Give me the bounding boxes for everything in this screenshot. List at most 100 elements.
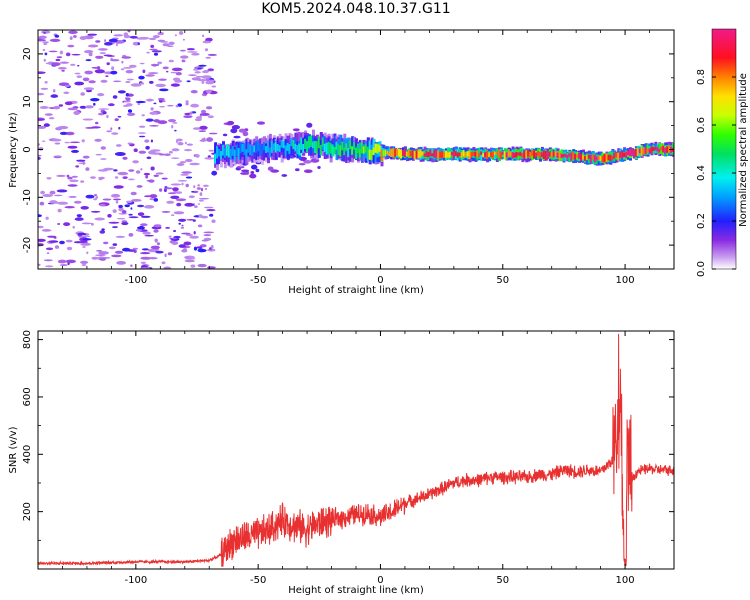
signal-cell: [231, 146, 235, 156]
noise-blob: [110, 193, 121, 198]
signal-cell: [349, 140, 353, 150]
noise-blob: [63, 91, 70, 95]
signal-cell: [331, 144, 335, 157]
noise-blob: [130, 264, 133, 267]
signal-cell: [308, 136, 312, 149]
noise-blob: [197, 184, 201, 187]
noise-blob: [77, 64, 80, 67]
noise-blob: [184, 112, 191, 116]
signal-cell: [607, 154, 611, 160]
noise-blob: [181, 182, 184, 186]
noise-blob: [148, 179, 155, 183]
noise-blob: [171, 148, 180, 152]
signal-cell: [539, 151, 542, 159]
noise-blob: [178, 222, 181, 225]
noise-blob: [39, 201, 45, 206]
signal-cell: [619, 151, 623, 159]
noise-blob: [48, 240, 59, 243]
noise-blob: [94, 69, 105, 74]
signal-cell: [589, 154, 593, 164]
noise-blob: [171, 124, 174, 129]
signal-cell: [335, 141, 339, 150]
noise-blob: [175, 198, 187, 202]
signal-cell: [584, 155, 587, 161]
noise-blob: [170, 183, 182, 186]
signal-cell: [339, 134, 343, 153]
noise-blob: [159, 88, 169, 92]
signal-cell: [357, 143, 360, 154]
noise-blob: [199, 244, 207, 248]
noise-blob: [197, 263, 207, 268]
noise-blob: [125, 103, 133, 107]
colorbar-tick-label: 0.6: [696, 117, 707, 133]
noise-blob: [118, 126, 121, 130]
noise-blob: [153, 102, 157, 105]
noise-blob: [196, 116, 202, 120]
noise-blob: [106, 114, 109, 119]
noise-blob: [115, 200, 119, 204]
signal-cell: [366, 146, 370, 156]
noise-blob: [168, 119, 176, 123]
noise-blob: [80, 92, 86, 96]
noise-blob: [82, 77, 90, 82]
noise-blob: [120, 68, 125, 71]
noise-blob: [186, 80, 191, 83]
noise-blob: [133, 148, 138, 152]
noise-blob: [45, 247, 54, 251]
noise-blob: [72, 226, 75, 229]
signal-cell: [560, 153, 564, 159]
noise-blob: [205, 56, 211, 59]
noise-blob: [250, 171, 255, 174]
noise-blob: [138, 75, 145, 80]
signal-cell: [222, 144, 225, 156]
colorbar-tick-label: 0.4: [696, 165, 707, 181]
noise-blob: [76, 214, 82, 218]
signal-cell: [341, 141, 345, 151]
noise-blob: [43, 32, 47, 34]
noise-blob: [118, 204, 123, 209]
signal-cell: [225, 144, 229, 156]
noise-blob: [83, 87, 95, 91]
noise-blob: [148, 37, 157, 41]
signal-cell: [425, 150, 429, 157]
chart-title: KOM5.2024.048.10.37.G11: [261, 1, 451, 17]
noise-blob: [81, 264, 87, 266]
noise-blob: [204, 157, 215, 160]
x-tick-label: 50: [496, 275, 509, 286]
signal-cell: [472, 151, 476, 156]
signal-cell: [411, 150, 415, 159]
noise-blob: [128, 216, 139, 219]
signal-cell: [335, 143, 339, 161]
noise-blob: [45, 62, 51, 65]
snr-panel: -100 -50 0 50 100 200 400 600 800 Height of str…: [8, 330, 675, 596]
noise-blob: [67, 44, 75, 48]
noise-blob: [132, 160, 139, 164]
signal-cell: [580, 153, 584, 161]
noise-blob: [185, 176, 193, 179]
signal-cell: [276, 144, 280, 152]
colorbar-label: Normalized spectral amplitude: [738, 73, 749, 227]
noise-blob: [105, 75, 109, 77]
signal-cell: [535, 152, 539, 158]
noise-blob: [98, 112, 105, 116]
noise-blob: [59, 131, 68, 135]
noise-blob: [177, 142, 184, 146]
noise-blob: [122, 156, 128, 160]
noise-blob: [136, 185, 143, 188]
noise-blob: [75, 165, 80, 168]
noise-blob: [67, 107, 78, 111]
signal-cell: [392, 148, 396, 158]
noise-blob: [188, 195, 195, 199]
signal-cell: [255, 140, 259, 153]
y-tick-label: 400: [22, 445, 33, 464]
signal-cell: [372, 139, 376, 156]
noise-blob: [181, 171, 192, 174]
signal-cell: [466, 151, 470, 157]
noise-blob: [190, 90, 198, 94]
noise-blob: [106, 130, 112, 133]
signal-cell: [319, 144, 323, 156]
noise-blob: [52, 138, 62, 142]
noise-blob: [179, 161, 187, 164]
signal-cell: [531, 150, 535, 156]
noise-blob: [80, 242, 91, 246]
